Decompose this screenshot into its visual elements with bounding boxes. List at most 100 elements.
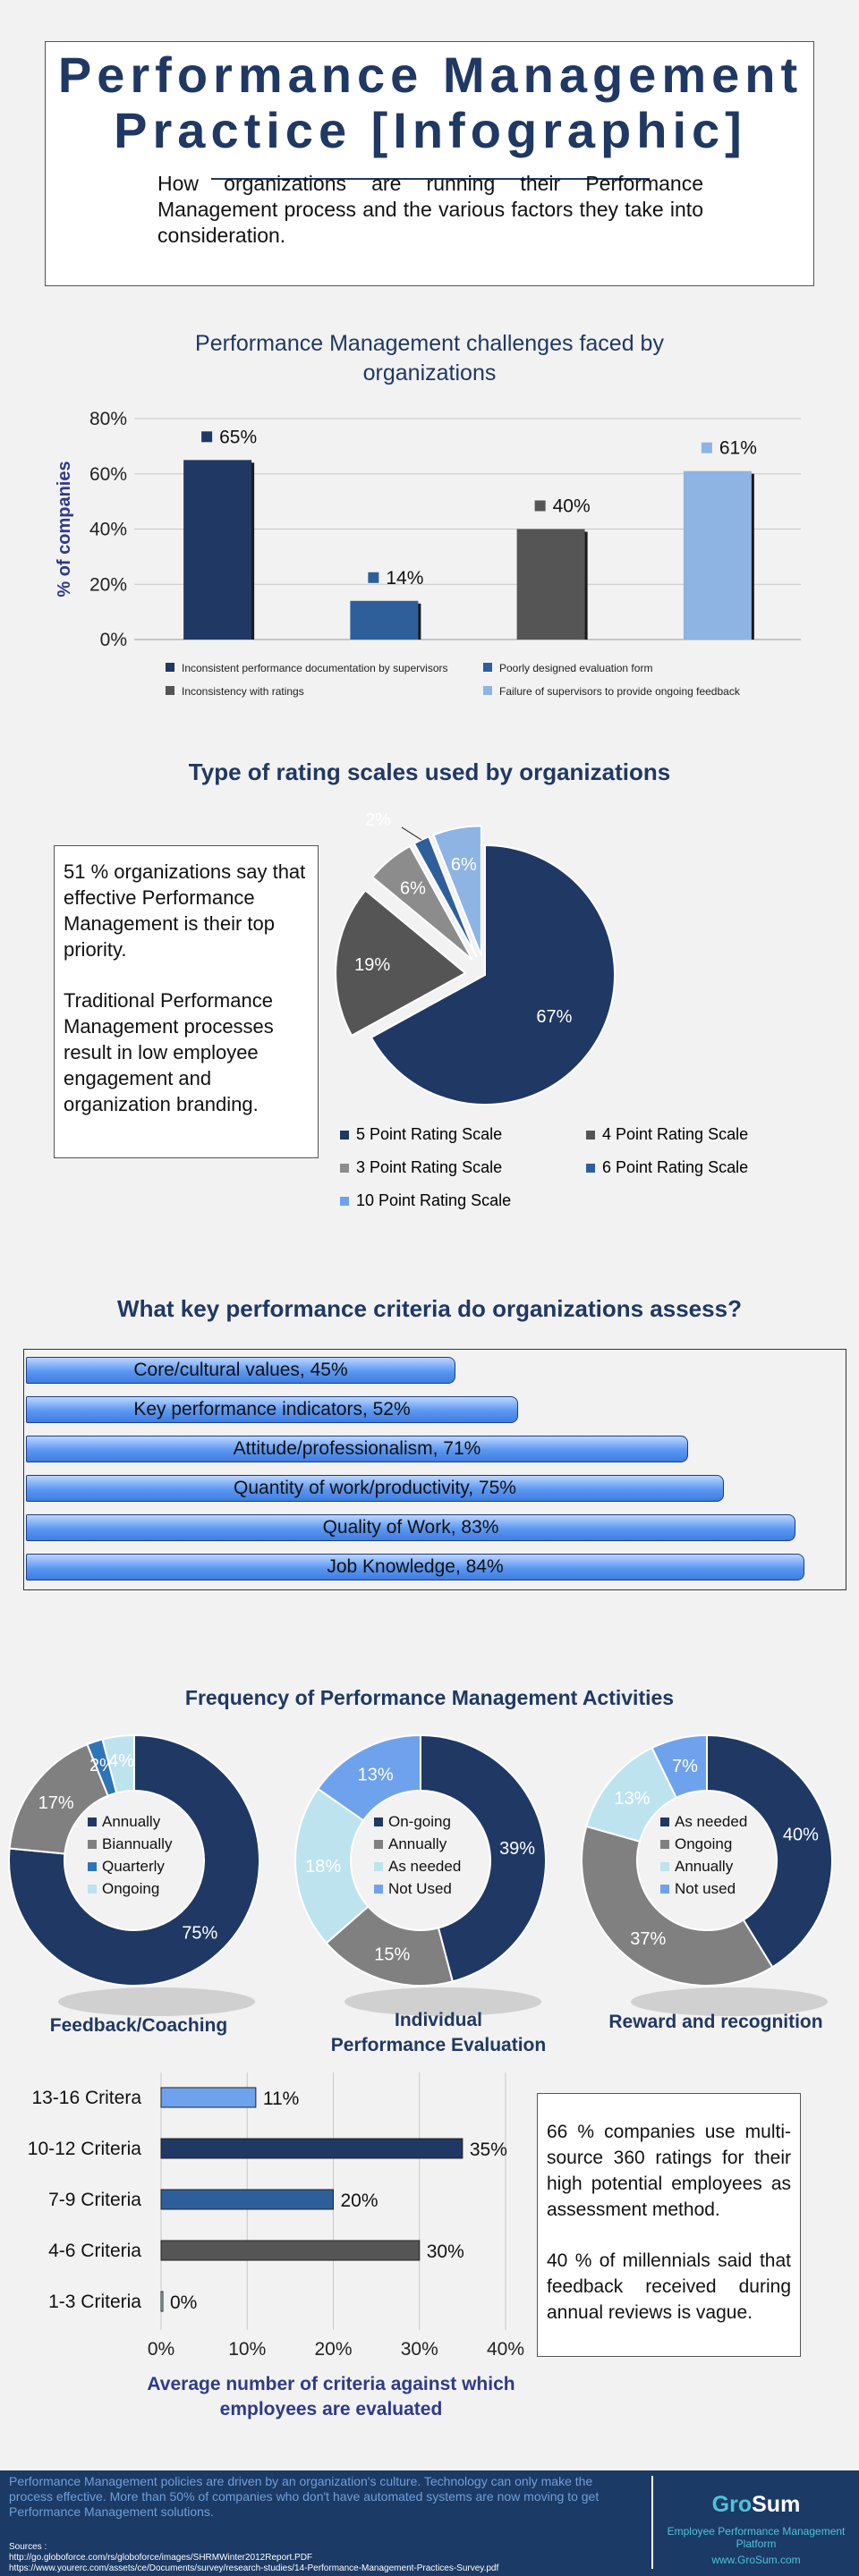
challenges-bar bbox=[683, 470, 752, 640]
avg-note-1: 66 % companies use multi-source 360 rati… bbox=[547, 2122, 791, 2220]
donut-slice bbox=[420, 1733, 547, 1983]
evaluation-chart-title: Individual Performance Evaluation bbox=[330, 2010, 547, 2055]
footer-text: Performance Management policies are driv… bbox=[9, 2474, 600, 2519]
donut-slice-label: 75% bbox=[182, 1924, 217, 1944]
donut-shadow bbox=[344, 1987, 541, 2016]
challenges-legend-item: Inconsistency with ratings bbox=[166, 685, 483, 698]
challenges-y-tick: 60% bbox=[89, 464, 127, 485]
avg-data-label: 20% bbox=[341, 2190, 378, 2211]
challenges-data-label: 40% bbox=[553, 496, 591, 517]
avg-x-tick: 20% bbox=[314, 2339, 352, 2360]
rating-slice-label: 67% bbox=[536, 1007, 572, 1027]
avg-data-label: 0% bbox=[170, 2292, 197, 2313]
challenges-data-label: 14% bbox=[386, 568, 423, 589]
rating-slice-label: 19% bbox=[354, 955, 390, 975]
brand-tagline: Employee Performance Management Platform bbox=[667, 2525, 846, 2550]
donut-legend-swatch bbox=[88, 1862, 97, 1871]
donut-legend-swatch bbox=[374, 1885, 383, 1894]
donut-legend-label: As needed bbox=[675, 1813, 747, 1830]
donut-slice bbox=[316, 1733, 421, 1822]
feedback-chart-title: Feedback/Coaching bbox=[49, 2015, 228, 2036]
page-title-line1: Performance Management bbox=[57, 47, 804, 103]
title-box: Performance Management Practice [Infogra… bbox=[45, 41, 814, 286]
donut-slice-label: 15% bbox=[374, 1945, 410, 1964]
frequency-title: Frequency of Performance Management Acti… bbox=[184, 1686, 675, 1709]
rating-title: Type of rating scales used by organizati… bbox=[188, 758, 671, 785]
donut-hole bbox=[639, 1792, 775, 1928]
rating-leader-line bbox=[401, 826, 422, 841]
donut-legend-swatch bbox=[88, 1885, 97, 1894]
avg-x-tick: 0% bbox=[148, 2339, 174, 2360]
footer bbox=[0, 2470, 859, 2576]
donut-legend-swatch bbox=[660, 1885, 669, 1894]
challenges-y-tick: 20% bbox=[89, 574, 127, 595]
donut-legend-label: Annually bbox=[102, 1813, 161, 1830]
donut-slice bbox=[581, 1825, 774, 1987]
donut-slice-label: 18% bbox=[305, 1857, 341, 1877]
challenges-legend-item: Failure of supervisors to provide ongoin… bbox=[483, 685, 801, 698]
donut-legend-swatch bbox=[660, 1818, 669, 1826]
challenges-title-line2: organizations bbox=[362, 360, 497, 386]
criteria-bar: Key performance indicators, 52% bbox=[26, 1396, 518, 1423]
donut-slice-label: 40% bbox=[783, 1825, 819, 1844]
challenges-title-line1: Performance Management challenges faced … bbox=[195, 331, 664, 356]
avg-bar bbox=[160, 2189, 334, 2210]
donut-slice-label: 4% bbox=[108, 1751, 134, 1771]
reward-chart-title: Reward and recognition bbox=[608, 2012, 823, 2032]
avg-data-label: 35% bbox=[470, 2140, 507, 2160]
challenges-label-marker bbox=[534, 500, 546, 512]
rating-slice-label: 6% bbox=[451, 855, 477, 875]
brand-logo: GroSum bbox=[711, 2492, 801, 2517]
rating-legend-item: 3 Point Rating Scale bbox=[340, 1158, 586, 1177]
criteria-bar: Core/cultural values, 45% bbox=[26, 1357, 455, 1384]
avg-x-tick: 10% bbox=[228, 2339, 266, 2360]
donut-slice-label: 37% bbox=[630, 1929, 666, 1949]
rating-legend-item: 5 Point Rating Scale bbox=[340, 1125, 586, 1144]
brand-block: GroSum Employee Performance Management P… bbox=[653, 2492, 859, 2566]
rating-note-2: Traditional Performance Management proce… bbox=[64, 989, 274, 1115]
challenges-title: Performance Management challenges faced … bbox=[0, 329, 859, 388]
criteria-chart: Core/cultural values, 45% Key performance… bbox=[23, 1349, 846, 1590]
criteria-bar: Job Knowledge, 84% bbox=[26, 1554, 804, 1580]
challenges-legend-item: Inconsistent performance documentation b… bbox=[166, 662, 483, 674]
challenges-y-label: % of companies bbox=[55, 461, 74, 597]
rating-legend-item: 10 Point Rating Scale bbox=[340, 1191, 586, 1210]
source-link-2[interactable]: https://www.yourerc.com/assets/ce/Docume… bbox=[9, 2563, 499, 2573]
page-subtitle: How organizations are running their Perf… bbox=[157, 172, 703, 247]
donut-slice bbox=[8, 1733, 260, 1987]
legend-swatch bbox=[166, 686, 174, 695]
donut-slice-label: 39% bbox=[499, 1839, 535, 1859]
challenges-bar bbox=[183, 460, 252, 640]
donut-legend-swatch bbox=[660, 1862, 669, 1871]
challenges-label-marker bbox=[701, 442, 712, 453]
donut-slice bbox=[101, 1733, 135, 1794]
donut-legend-label: Ongoing bbox=[102, 1880, 159, 1897]
donut-legend-label: On-going bbox=[388, 1813, 451, 1830]
avg-data-label: 11% bbox=[263, 2089, 299, 2109]
avg-bar bbox=[160, 2138, 464, 2159]
donut-legend-label: Annually bbox=[675, 1858, 734, 1875]
source-link-1[interactable]: http://go.globoforce.com/rs/globoforce/i… bbox=[9, 2553, 313, 2563]
challenges-bar bbox=[516, 529, 585, 640]
legend-swatch bbox=[483, 686, 492, 695]
brand-url[interactable]: www.GroSum.com bbox=[711, 2554, 801, 2566]
rating-legend-item: 6 Point Rating Scale bbox=[586, 1158, 805, 1177]
avg-bar bbox=[160, 2240, 421, 2261]
footer-sources: Sources : http://go.globoforce.com/rs/gl… bbox=[9, 2542, 635, 2574]
avg-note-2: 40 % of millennials said that feedback r… bbox=[547, 2250, 791, 2323]
rating-legend: 5 Point Rating Scale 4 Point Rating Scal… bbox=[340, 1125, 805, 1210]
legend-swatch bbox=[166, 663, 174, 672]
rating-info-box: 51 % organizations say that effective Pe… bbox=[54, 845, 319, 1158]
avg-category-label: 4-6 Criteria bbox=[48, 2241, 141, 2261]
avg-category-label: 13-16 Critera bbox=[31, 2088, 141, 2108]
avg-bar bbox=[160, 2087, 257, 2108]
rating-slice bbox=[432, 825, 482, 956]
challenges-y-tick: 80% bbox=[89, 409, 127, 429]
criteria-bar: Quantity of work/productivity, 75% bbox=[26, 1475, 724, 1502]
donut-legend-label: As needed bbox=[388, 1858, 461, 1875]
avg-x-tick: 30% bbox=[401, 2339, 438, 2360]
challenges-legend-item: Poorly designed evaluation form bbox=[483, 662, 801, 674]
donut-legend-swatch bbox=[374, 1862, 383, 1871]
avg-criteria-info-box: 66 % companies use multi-source 360 rati… bbox=[537, 2093, 801, 2357]
challenges-bar bbox=[350, 600, 419, 640]
